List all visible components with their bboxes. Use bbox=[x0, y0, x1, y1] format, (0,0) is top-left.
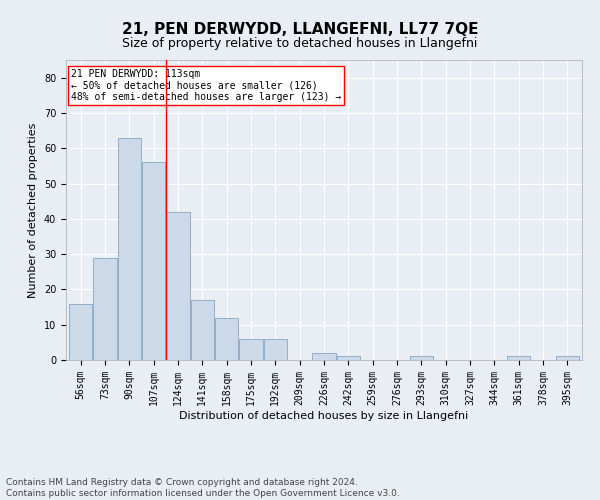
Y-axis label: Number of detached properties: Number of detached properties bbox=[28, 122, 38, 298]
Bar bbox=[215, 318, 238, 360]
Bar bbox=[191, 300, 214, 360]
Bar bbox=[118, 138, 141, 360]
Bar bbox=[239, 339, 263, 360]
Text: Contains HM Land Registry data © Crown copyright and database right 2024.
Contai: Contains HM Land Registry data © Crown c… bbox=[6, 478, 400, 498]
Bar bbox=[69, 304, 92, 360]
Text: Size of property relative to detached houses in Llangefni: Size of property relative to detached ho… bbox=[122, 38, 478, 51]
Bar bbox=[556, 356, 579, 360]
Bar bbox=[166, 212, 190, 360]
Bar bbox=[337, 356, 360, 360]
Bar bbox=[313, 353, 335, 360]
Bar bbox=[94, 258, 116, 360]
Bar bbox=[507, 356, 530, 360]
Text: 21 PEN DERWYDD: 113sqm
← 50% of detached houses are smaller (126)
48% of semi-de: 21 PEN DERWYDD: 113sqm ← 50% of detached… bbox=[71, 69, 341, 102]
Bar bbox=[142, 162, 165, 360]
Bar bbox=[264, 339, 287, 360]
X-axis label: Distribution of detached houses by size in Llangefni: Distribution of detached houses by size … bbox=[179, 410, 469, 420]
Text: 21, PEN DERWYDD, LLANGEFNI, LL77 7QE: 21, PEN DERWYDD, LLANGEFNI, LL77 7QE bbox=[122, 22, 478, 38]
Bar bbox=[410, 356, 433, 360]
